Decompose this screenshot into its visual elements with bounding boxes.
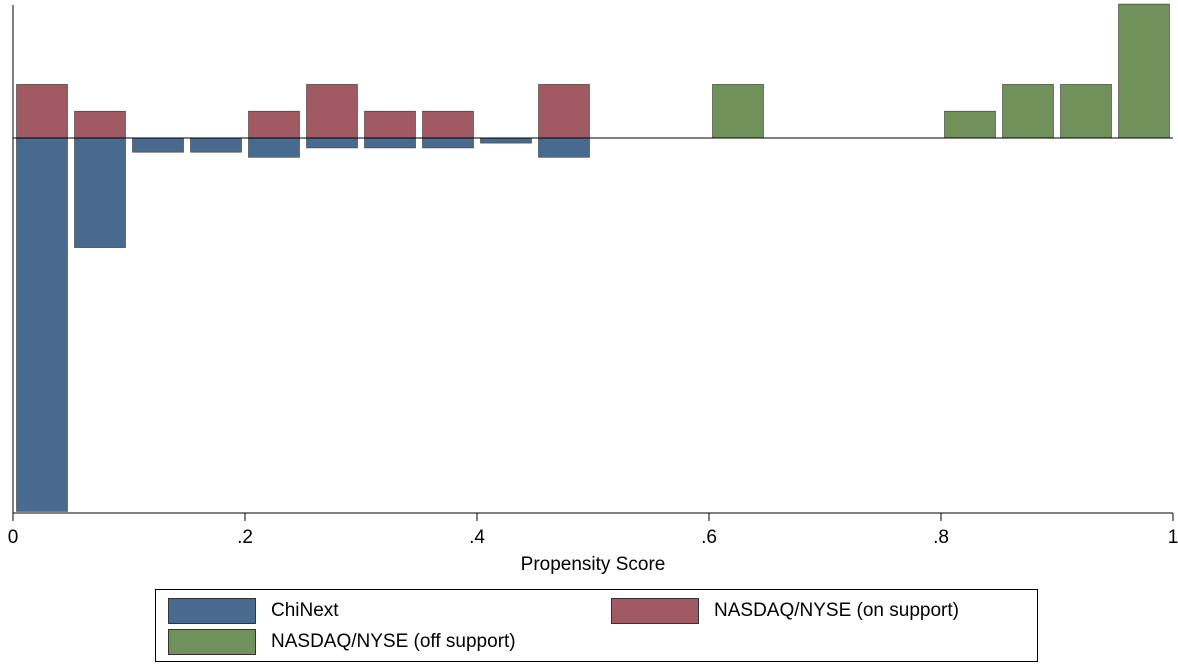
- bar-chinext-2: [132, 137, 184, 153]
- x-tick-label-1: .2: [237, 527, 253, 548]
- histogram-chart: 0 .2 .4 .6 .8 1 Propensity Score: [8, 3, 1178, 575]
- x-axis-ticks: 0 .2 .4 .6 .8 1: [8, 513, 1178, 548]
- legend: ChiNext NASDAQ/NYSE (on support) NASDAQ/…: [155, 589, 1038, 662]
- bar-chinext-6: [364, 137, 416, 149]
- bar-chinext-3: [190, 137, 242, 153]
- bar-on-support-5: [422, 110, 474, 139]
- bar-chinext-5: [306, 137, 358, 149]
- bar-chinext-4: [248, 137, 300, 158]
- x-tick-label-3: .6: [701, 527, 717, 548]
- bar-off-support-1: [944, 110, 996, 139]
- bar-chinext-9: [538, 137, 590, 158]
- bar-off-support-2: [1002, 84, 1054, 139]
- legend-item-on-support: NASDAQ/NYSE (on support): [611, 598, 959, 624]
- legend-item-off-support: NASDAQ/NYSE (off support): [168, 629, 516, 655]
- x-axis-title: Propensity Score: [521, 554, 666, 575]
- bar-on-support-3: [306, 84, 358, 139]
- bar-on-support-6: [538, 84, 590, 139]
- x-tick-label-0: 0: [8, 527, 19, 548]
- legend-swatch-on-support: [611, 598, 699, 624]
- bar-chinext-7: [422, 137, 474, 149]
- legend-swatch-chinext: [168, 598, 256, 624]
- bar-chinext-0: [16, 137, 68, 512]
- bar-on-support-0: [16, 84, 68, 139]
- bar-chinext-8: [480, 137, 532, 144]
- legend-label-chinext: ChiNext: [271, 600, 339, 621]
- x-tick-label-5: 1: [1168, 527, 1178, 548]
- legend-swatch-off-support: [168, 629, 256, 655]
- x-tick-label-4: .8: [933, 527, 949, 548]
- legend-label-on-support: NASDAQ/NYSE (on support): [714, 600, 959, 621]
- bar-on-support-4: [364, 110, 416, 139]
- bar-off-support-4: [1118, 3, 1170, 139]
- x-tick-label-2: .4: [469, 527, 485, 548]
- bar-off-support-3: [1060, 84, 1112, 139]
- bar-on-support-1: [74, 110, 126, 139]
- bar-on-support-2: [248, 110, 300, 139]
- bar-chinext-1: [74, 137, 126, 248]
- bar-off-support-0: [712, 84, 764, 139]
- legend-label-off-support: NASDAQ/NYSE (off support): [271, 631, 516, 652]
- legend-item-chinext: ChiNext: [168, 598, 339, 624]
- bars-layer: [16, 3, 1170, 512]
